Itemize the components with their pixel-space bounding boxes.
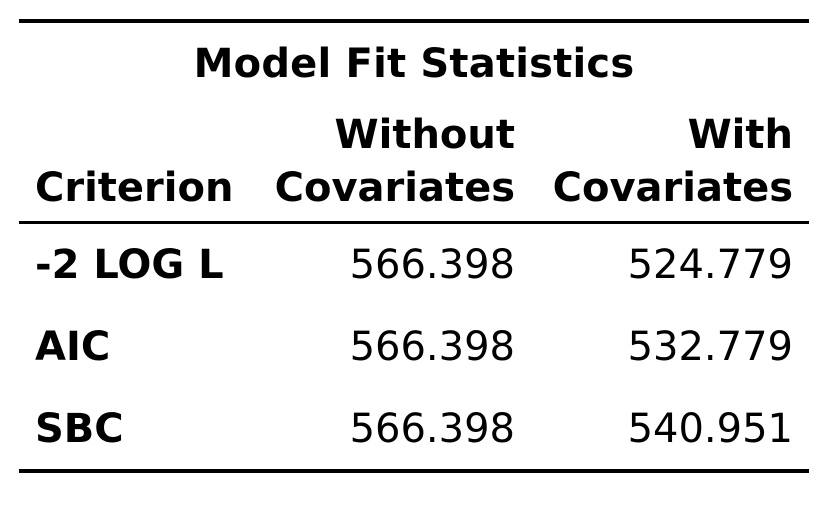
row-without-value: 566.398 [349,324,515,370]
header-with-line1: With [687,112,793,158]
header-with-covariates: With Covariates [553,109,793,215]
header-with-line2: Covariates [552,165,793,211]
table-row: -2 LOG L 566.398 524.779 [19,224,809,306]
header-criterion: Criterion [35,165,234,211]
row-criterion: AIC [35,324,111,370]
table-header: Criterion Without Covariates With Covari… [19,105,809,221]
table-bottom-rule [19,469,809,473]
row-criterion: -2 LOG L [35,242,224,288]
table-body: -2 LOG L 566.398 524.779 AIC 566.398 532… [19,224,809,469]
row-with-value: 532.779 [627,324,793,370]
table-title: Model Fit Statistics [193,41,635,87]
row-without-value: 566.398 [349,242,515,288]
model-fit-table: Model Fit Statistics Criterion Without C… [19,19,809,473]
row-without-value: 566.398 [349,406,515,452]
row-with-value: 540.951 [627,406,793,452]
row-criterion: SBC [35,406,124,452]
header-without-line2: Covariates [274,165,515,211]
table-row: AIC 566.398 532.779 [19,306,809,388]
table-row: SBC 566.398 540.951 [19,388,809,470]
table-header-rule [19,221,809,224]
table-top-rule [19,19,809,23]
header-without-line1: Without [334,112,515,158]
header-without-covariates: Without Covariates [275,109,515,215]
row-with-value: 524.779 [627,242,793,288]
